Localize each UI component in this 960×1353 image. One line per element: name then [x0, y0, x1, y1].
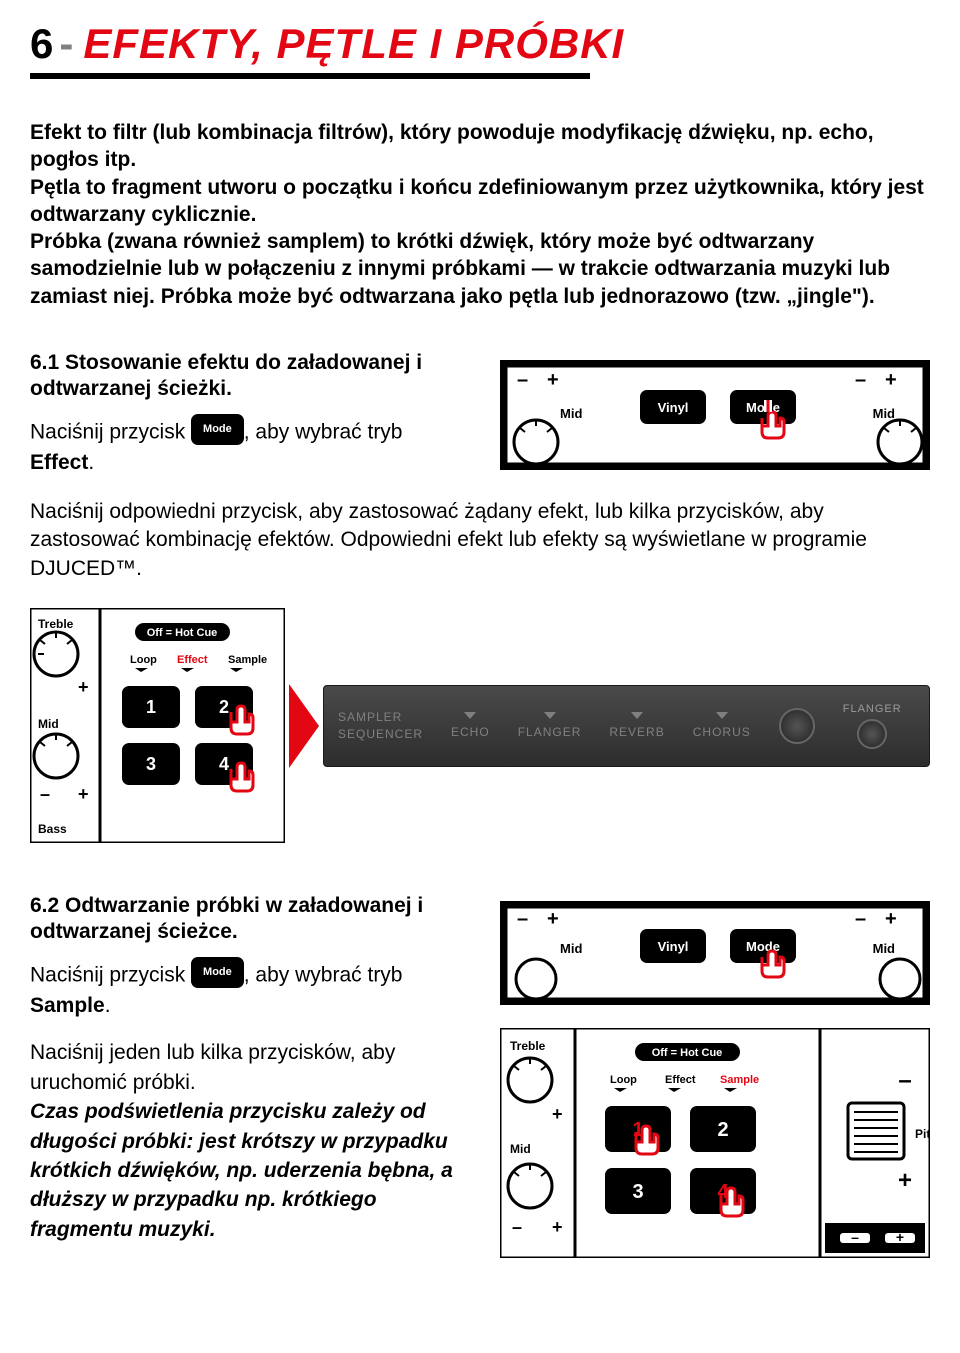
heading-6-2: 6.2 Odtwarzanie próbki w załadowanej i o… [30, 893, 475, 946]
page-title-row: 6 - EFEKTY, PĘTLE I PRÓBKI [30, 20, 930, 68]
svg-text:–: – [851, 1229, 859, 1245]
section-6-1-text: 6.1 Stosowanie efektu do załadowanej i o… [30, 350, 475, 477]
section-6-2-panels: – + Mid Vinyl Mode – + Mid Treble [500, 893, 930, 1258]
text-post-1: , aby wybrać tryb [244, 420, 403, 443]
chorus-label: CHORUS [693, 725, 751, 739]
svg-text:Sample: Sample [228, 654, 267, 666]
dj-sampler-label: SAMPLER SEQUENCER [338, 709, 423, 743]
triangle-icon [716, 712, 728, 719]
svg-text:Mid: Mid [510, 1142, 531, 1156]
svg-text:2: 2 [219, 697, 229, 717]
svg-text:+: + [885, 908, 897, 930]
mode-button-inline-1: Mode [191, 414, 244, 445]
controller-top-panel-1: – + Mid Vinyl Mode – + Mid [500, 350, 930, 480]
svg-text:+: + [896, 1229, 904, 1245]
svg-text:Vinyl: Vinyl [658, 400, 689, 415]
section-6-2-p2a: Naciśnij jeden lub kilka przycisków, aby… [30, 1038, 475, 1097]
svg-text:Treble: Treble [510, 1039, 546, 1053]
svg-text:–: – [512, 1217, 522, 1237]
dj-flanger: FLANGER [518, 712, 582, 739]
mode-button-inline-2: Mode [191, 957, 244, 988]
dot-1: . [88, 451, 94, 474]
dj-flanger-knob [857, 719, 887, 749]
text-pre-2: Naciśnij przycisk [30, 963, 191, 986]
section-6-1-after: Naciśnij odpowiedni przycisk, aby zastos… [30, 498, 930, 583]
pad-panel-effect: Treble + Mid – + Bass Off = Hot Cue Loop… [30, 608, 285, 843]
controller-top-panel-2: – + Mid Vinyl Mode – + Mid [500, 893, 930, 1013]
svg-text:3: 3 [146, 754, 156, 774]
svg-text:Bass: Bass [38, 822, 67, 836]
svg-text:Treble: Treble [38, 617, 74, 631]
svg-text:Effect: Effect [665, 1074, 696, 1086]
svg-text:–: – [517, 908, 528, 930]
red-arrow-icon [289, 684, 319, 768]
svg-text:Mid: Mid [873, 406, 895, 421]
svg-text:+: + [898, 1167, 912, 1194]
svg-text:Mid: Mid [873, 941, 895, 956]
svg-text:+: + [552, 1104, 563, 1124]
dj-reverb: REVERB [609, 712, 664, 739]
svg-text:Pitch: Pitch [915, 1127, 930, 1141]
text-pre-1: Naciśnij przycisk [30, 420, 191, 443]
svg-text:Off = Hot Cue: Off = Hot Cue [147, 627, 218, 639]
svg-text:–: – [855, 369, 866, 391]
sequencer-text: SEQUENCER [338, 726, 423, 743]
reverb-label: REVERB [609, 725, 664, 739]
svg-text:Effect: Effect [177, 654, 208, 666]
effect-selection-row: Treble + Mid – + Bass Off = Hot Cue Loop… [30, 608, 930, 843]
svg-text:1: 1 [146, 697, 156, 717]
section-6-2-text: 6.2 Odtwarzanie próbki w załadowanej i o… [30, 893, 475, 1258]
svg-text:Off = Hot Cue: Off = Hot Cue [652, 1047, 723, 1059]
dj-flanger-active: FLANGER [843, 703, 902, 749]
svg-text:Vinyl: Vinyl [658, 939, 689, 954]
mode-name-sample: Sample [30, 994, 105, 1017]
dj-effect-knob [779, 708, 815, 744]
svg-text:+: + [885, 369, 897, 391]
djuced-effects-toolbar: SAMPLER SEQUENCER ECHO FLANGER REVERB CH… [323, 685, 930, 767]
chapter-title: EFEKTY, PĘTLE I PRÓBKI [83, 20, 624, 68]
intro-paragraph: Efekt to filtr (lub kombinacja filtrów),… [30, 119, 930, 310]
svg-text:–: – [517, 369, 528, 391]
svg-text:Sample: Sample [720, 1074, 759, 1086]
svg-text:+: + [547, 369, 559, 391]
svg-text:Mid: Mid [560, 406, 582, 421]
flanger2-label: FLANGER [843, 703, 902, 715]
svg-text:–: – [40, 784, 50, 804]
press-mode-line-1: Naciśnij przycisk Mode, aby wybrać tryb … [30, 417, 475, 478]
press-mode-line-2: Naciśnij przycisk Mode, aby wybrać tryb … [30, 960, 475, 1021]
title-underline [30, 73, 590, 79]
page-number: 6 [30, 20, 53, 68]
svg-text:–: – [855, 908, 866, 930]
heading-6-1: 6.1 Stosowanie efektu do załadowanej i o… [30, 350, 475, 403]
svg-text:4: 4 [219, 754, 229, 774]
triangle-icon [631, 712, 643, 719]
pad-panel-sample: Treble + Mid – + Off = Hot Cue Loop Effe… [500, 1028, 930, 1258]
triangle-icon [464, 712, 476, 719]
svg-text:Loop: Loop [130, 654, 157, 666]
dj-chorus: CHORUS [693, 712, 751, 739]
svg-text:+: + [78, 784, 89, 804]
dot-2: . [105, 994, 111, 1017]
svg-text:–: – [898, 1067, 911, 1094]
flanger-label: FLANGER [518, 725, 582, 739]
mode-name-effect: Effect [30, 451, 88, 474]
svg-text:3: 3 [632, 1181, 643, 1203]
section-6-2-row: 6.2 Odtwarzanie próbki w załadowanej i o… [30, 893, 930, 1258]
dj-echo: ECHO [451, 712, 490, 739]
title-dash: - [59, 20, 73, 68]
svg-text:+: + [547, 908, 559, 930]
echo-label: ECHO [451, 725, 490, 739]
svg-text:Loop: Loop [610, 1074, 637, 1086]
sampler-text: SAMPLER [338, 709, 423, 726]
svg-text:+: + [552, 1217, 563, 1237]
triangle-icon [544, 712, 556, 719]
svg-text:Mid: Mid [38, 717, 59, 731]
section-6-1-row: 6.1 Stosowanie efektu do załadowanej i o… [30, 350, 930, 480]
text-post-2: , aby wybrać tryb [244, 963, 403, 986]
svg-text:+: + [78, 677, 89, 697]
svg-text:2: 2 [717, 1119, 728, 1141]
svg-text:Mid: Mid [560, 941, 582, 956]
section-6-2-p2b: Czas podświetlenia przycisku zależy od d… [30, 1097, 475, 1244]
